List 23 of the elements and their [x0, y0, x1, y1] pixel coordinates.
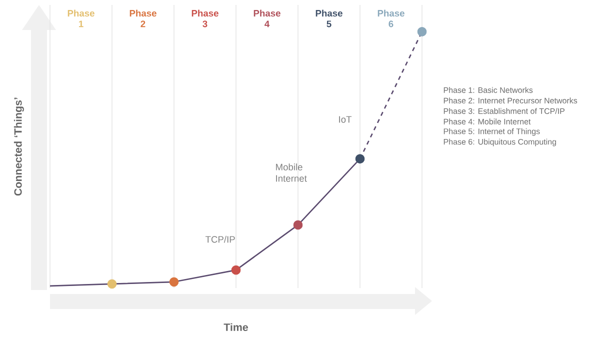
text: Phase 5	[316, 10, 342, 28]
text: Phase 6	[378, 10, 404, 28]
annotation: Phase 1: Basic Networks	[444, 87, 533, 93]
point	[107, 279, 117, 289]
annotation: Phase 5: Internet of Things	[444, 128, 540, 136]
x-axis-title: Time	[224, 323, 248, 332]
annotation: IoT	[339, 116, 352, 123]
point	[231, 265, 241, 275]
point	[293, 220, 303, 230]
y-axis-title: Connected ‘Things’	[14, 98, 24, 196]
text: Phase 3	[192, 10, 218, 28]
text: Phase 4	[254, 10, 280, 28]
text: Phase 2	[130, 10, 156, 28]
point	[417, 27, 427, 36]
annotation: Phase 3: Establishment of TCP/IP	[444, 108, 565, 114]
text: Phase 1	[68, 10, 94, 28]
annotation: Mobile Internet	[276, 164, 307, 182]
annotation: Phase 6: Ubiquitous Computing	[444, 138, 556, 146]
annotation: Phase 2: Internet Precursor Networks	[444, 98, 578, 104]
annotation: Phase 4: Mobile Internet	[444, 118, 531, 124]
point	[355, 154, 365, 164]
annotation: TCP/IP	[205, 236, 235, 243]
point	[169, 277, 179, 287]
